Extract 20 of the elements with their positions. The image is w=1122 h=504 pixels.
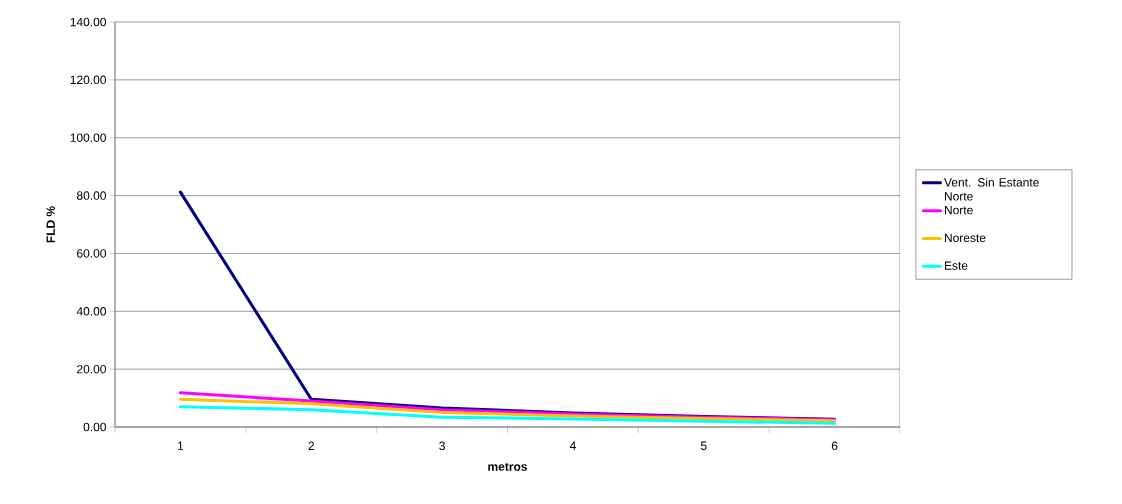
legend-label: Noreste [944, 233, 986, 243]
legend-label: Norte [944, 205, 973, 215]
x-tick-label: 1 [177, 441, 184, 450]
x-tick-label: 2 [308, 441, 314, 450]
y-axis-title: FLD % [46, 206, 55, 243]
legend-label: Vent. Sin Estante Norte [944, 177, 1039, 201]
y-tick-label: 60.00 [77, 249, 106, 258]
y-tick-label: 120.00 [70, 75, 106, 85]
x-tick-label: 5 [700, 441, 707, 450]
y-tick-label: 100.00 [70, 133, 106, 142]
y-tick-label: 0.00 [83, 422, 106, 432]
x-tick-label: 4 [569, 441, 576, 450]
y-tick-label: 80.00 [76, 191, 106, 200]
y-tick-label: 20.00 [77, 364, 106, 374]
legend-label: Este [944, 261, 968, 270]
y-tick-label: 140.00 [70, 17, 106, 27]
y-tick-label: 40.00 [76, 307, 106, 316]
x-tick-label: 6 [831, 441, 838, 451]
x-axis-title: metros [488, 462, 528, 471]
x-tick-label: 3 [439, 441, 445, 451]
